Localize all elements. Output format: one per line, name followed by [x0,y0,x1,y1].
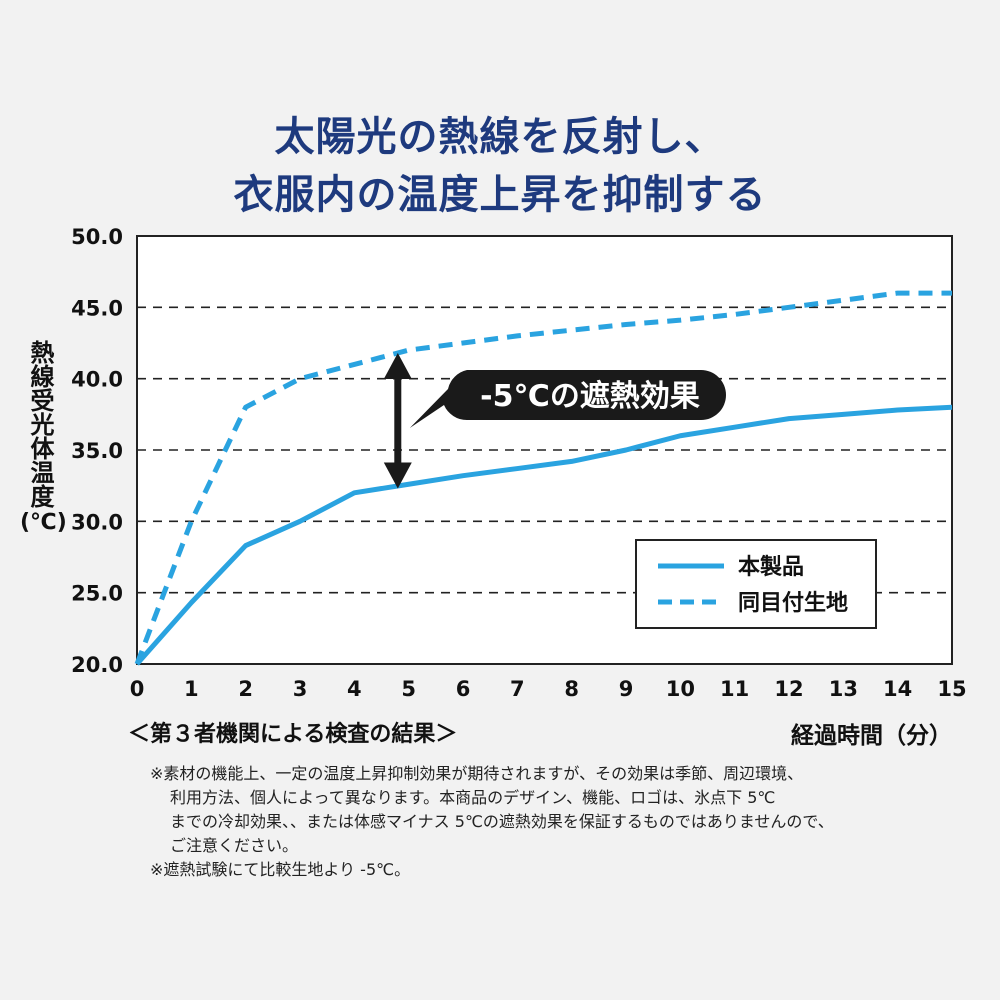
y-tick-label: 50.0 [71,225,123,249]
note-line-2: 利用方法、個人によって異なります。本商品のデザイン、機能、ロゴは、氷点下 5℃ [170,788,776,807]
x-axis-label: 経過時間（分） [791,723,952,749]
chart-title-line1: 太陽光の熱線を反射し、 [274,114,726,160]
x-tick-label: 14 [883,677,912,701]
source-label: ＜第３者機関による検査の結果＞ [128,722,458,747]
y-tick-labels: 20.0 25.0 30.0 35.0 40.0 45.0 50.0 [71,225,123,677]
x-tick-label: 2 [238,677,253,701]
y-tick-label: 35.0 [71,439,123,463]
chart-title-line2: 衣服内の温度上昇を抑制する [233,172,767,218]
note-line-3: までの冷却効果、、または体感マイナス 5℃の遮熱効果を保証するものではありません… [170,812,834,831]
y-tick-label: 30.0 [71,510,123,534]
x-tick-label: 3 [293,677,308,701]
series-line-product [135,404,953,666]
x-tick-label: 0 [130,677,145,701]
y-tick-label: 45.0 [71,296,123,320]
series [134,290,953,666]
arrow-head-bottom [383,462,412,489]
legend-label-product: 本製品 [738,554,804,580]
y-axis-label: 熱線受光体温度 (℃) [20,340,67,538]
y-tick-label: 25.0 [71,582,123,606]
y-tick-label: 40.0 [71,368,123,392]
annotation: -5℃の遮熱効果 [383,352,726,489]
legend-box [635,539,877,629]
note-line-4: ご注意ください。 [170,836,299,855]
x-tick-label: 4 [347,677,362,701]
y-tick-label: 20.0 [71,653,123,677]
x-tick-label: 5 [401,677,416,701]
plot-area [136,235,953,665]
x-tick-label: 11 [720,677,749,701]
note-line-5: ※遮熱試験にて比較生地より -5℃。 [150,860,411,879]
x-tick-label: 6 [456,677,471,701]
x-tick-label: 7 [510,677,525,701]
x-tick-label: 1 [184,677,199,701]
x-tick-label: 9 [619,677,634,701]
x-tick-label: 10 [666,677,695,701]
legend: 本製品 同目付生地 [635,539,877,629]
arrow-head-top [383,352,412,379]
x-tick-label: 8 [564,677,579,701]
y-axis-label-unit: (℃) [20,510,67,535]
annotation-bubble [409,370,726,428]
x-tick-labels: 0 1 2 3 4 5 6 7 8 9 10 11 12 13 14 15 [130,677,967,701]
x-tick-label: 15 [937,677,966,701]
series-line-comparison [134,290,952,665]
annotation-text: -5℃の遮熱効果 [480,379,700,414]
x-tick-label: 13 [829,677,858,701]
legend-label-comparison: 同目付生地 [738,591,848,616]
y-axis-label-text: 熱線受光体温度 [26,340,54,508]
x-tick-label: 12 [774,677,803,701]
note-line-1: ※素材の機能上、一定の温度上昇抑制効果が期待されますが、その効果は季節、周辺環境… [150,764,804,783]
